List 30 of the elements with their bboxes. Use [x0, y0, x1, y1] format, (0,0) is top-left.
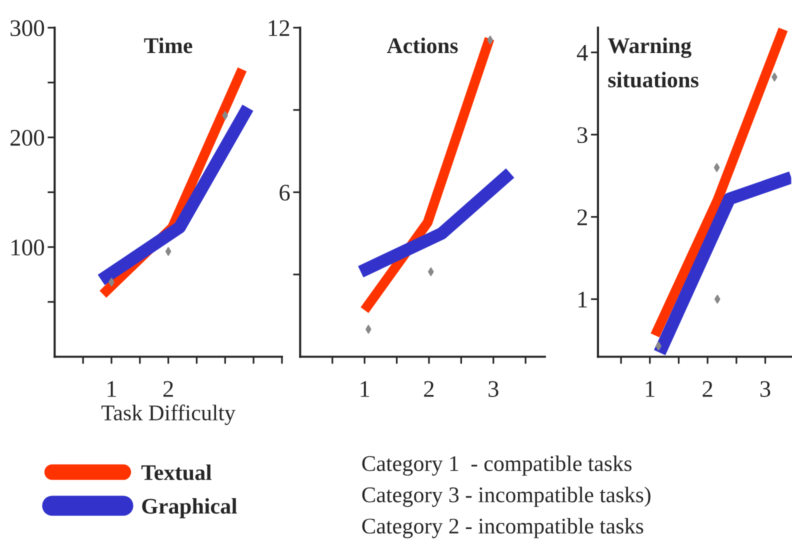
text: Category 3 - incompatible tasks) [362, 486, 650, 507]
point [222, 111, 228, 120]
x-tick-label: 2 [424, 381, 434, 397]
chart-title: Time [144, 38, 192, 54]
y-tick-label: 300 [10, 20, 44, 36]
y-tick-label: 200 [10, 130, 44, 146]
legend-label: Textual [141, 464, 212, 480]
x-tick-label: 1 [360, 381, 370, 397]
text: Category 1 - compatible tasks [362, 455, 632, 476]
x-tick-label: 1 [108, 381, 116, 397]
x-tick-label: 3 [488, 381, 498, 397]
point [165, 247, 172, 256]
x-tick-label: 1 [646, 381, 654, 397]
x-tick-label: 3 [760, 381, 770, 397]
y-tick-label: 3 [578, 127, 588, 144]
y-tick-label: 6 [280, 184, 290, 201]
text: Warning situations [608, 38, 698, 88]
chart-title: Actions [386, 38, 458, 54]
x-axis-title: Task Difficulty [101, 404, 236, 425]
point [714, 163, 720, 172]
y-tick-label: 4 [576, 45, 588, 61]
text: Category 2 - incompatible tasks [362, 518, 644, 538]
y-tick-label: 2 [577, 209, 587, 226]
y-tick-label: 12 [268, 20, 290, 36]
x-tick-label: 2 [702, 381, 712, 397]
y-tick-label: 100 [12, 240, 44, 256]
y-tick-label: 1 [578, 292, 587, 308]
point [487, 36, 494, 44]
legend-label: Graphical [142, 498, 237, 518]
x-tick-label: 2 [163, 381, 173, 397]
